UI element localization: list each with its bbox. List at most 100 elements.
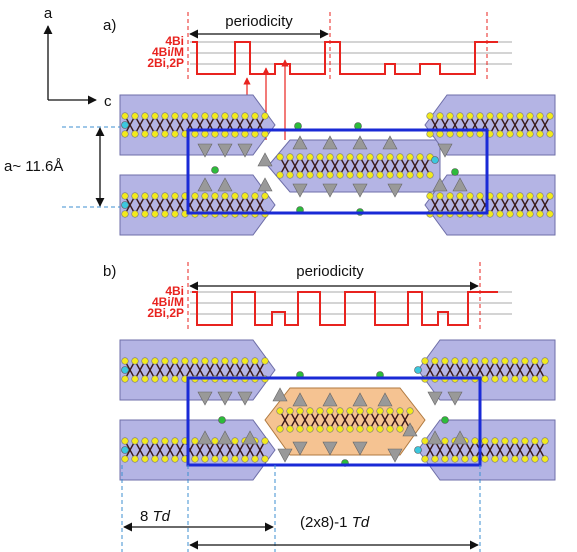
atom: [152, 456, 159, 463]
atom: [407, 172, 414, 179]
atom: [132, 376, 139, 383]
atom: [467, 131, 474, 138]
atom: [482, 376, 489, 383]
atom: [172, 438, 179, 445]
atom: [132, 438, 139, 445]
atom: [172, 456, 179, 463]
atom: [122, 376, 129, 383]
atom: [262, 193, 269, 200]
atom: [212, 113, 219, 120]
atom: [497, 211, 504, 218]
atom: [517, 131, 524, 138]
atom: [527, 113, 534, 120]
atom: [347, 408, 354, 415]
atom: [172, 131, 179, 138]
atom: [517, 193, 524, 200]
panel-label: b): [103, 263, 116, 280]
atom: [132, 131, 139, 138]
atom: [517, 113, 524, 120]
atom: [522, 358, 529, 365]
atom: [122, 122, 129, 129]
atom: [527, 193, 534, 200]
atom: [537, 131, 544, 138]
atom: [297, 426, 304, 433]
atom: [477, 193, 484, 200]
atom: [492, 456, 499, 463]
atom: [162, 113, 169, 120]
atom: [162, 438, 169, 445]
atom: [417, 172, 424, 179]
atom: [202, 456, 209, 463]
atom: [467, 113, 474, 120]
atom: [262, 131, 269, 138]
atom: [152, 358, 159, 365]
atom: [162, 376, 169, 383]
atom: [457, 113, 464, 120]
atom: [192, 193, 199, 200]
atom: [142, 193, 149, 200]
atom: [132, 358, 139, 365]
atom: [192, 456, 199, 463]
atom: [497, 193, 504, 200]
atom: [327, 426, 334, 433]
atom: [422, 456, 429, 463]
atom: [262, 113, 269, 120]
atom: [507, 113, 514, 120]
atom: [172, 193, 179, 200]
level-label: 2Bi,2P: [147, 306, 184, 320]
atom: [437, 113, 444, 120]
atom: [122, 131, 129, 138]
atom: [357, 154, 364, 161]
atom: [512, 456, 519, 463]
atom: [347, 426, 354, 433]
atom: [212, 193, 219, 200]
atom: [347, 172, 354, 179]
atom: [317, 172, 324, 179]
atom: [202, 193, 209, 200]
atom: [337, 172, 344, 179]
atom: [192, 131, 199, 138]
atom: [192, 113, 199, 120]
atom: [327, 172, 334, 179]
atom: [212, 438, 219, 445]
profile: [192, 292, 498, 325]
profile: [192, 42, 498, 74]
atom: [192, 358, 199, 365]
atom: [122, 456, 129, 463]
atom: [547, 211, 554, 218]
atom: [542, 358, 549, 365]
crystal-structure: [62, 12, 555, 552]
atom: [152, 113, 159, 120]
atom: [492, 438, 499, 445]
atom: [327, 154, 334, 161]
atom: [532, 438, 539, 445]
atom: [222, 113, 229, 120]
atom: [492, 358, 499, 365]
atom: [377, 408, 384, 415]
atom: [287, 154, 294, 161]
atom: [357, 408, 364, 415]
atom: [472, 438, 479, 445]
atom: [162, 211, 169, 218]
atom: [182, 113, 189, 120]
atom: [532, 456, 539, 463]
atom: [482, 456, 489, 463]
atom: [377, 172, 384, 179]
atom: [502, 358, 509, 365]
atom: [427, 113, 434, 120]
atom: [397, 172, 404, 179]
atom: [407, 154, 414, 161]
atom: [317, 408, 324, 415]
atom: [522, 376, 529, 383]
atom: [532, 358, 539, 365]
atom: [542, 456, 549, 463]
atom: [252, 113, 259, 120]
atom: [397, 408, 404, 415]
atom: [277, 426, 284, 433]
atom: [482, 358, 489, 365]
atom: [152, 211, 159, 218]
atom: [192, 438, 199, 445]
atom: [357, 426, 364, 433]
atom: [295, 123, 302, 130]
block: [120, 95, 275, 155]
